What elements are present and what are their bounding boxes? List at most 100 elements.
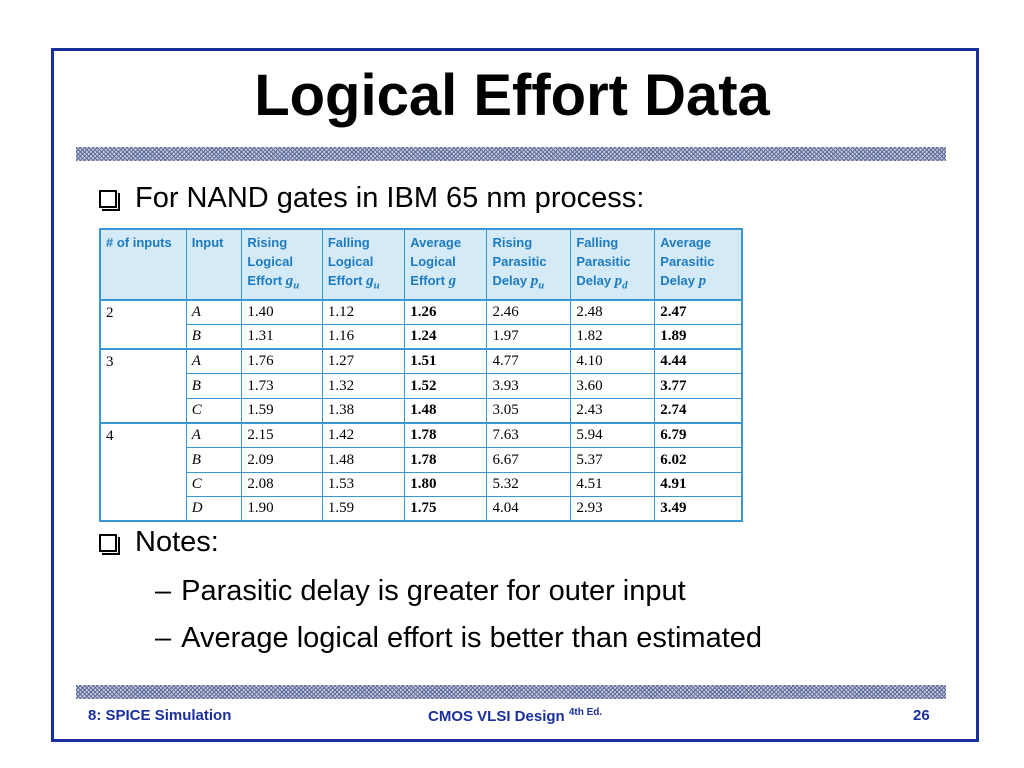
footer-course: CMOS VLSI Design 4th Ed. (428, 707, 602, 725)
table-row: C 2.08 1.53 1.80 5.32 4.51 4.91 (100, 472, 743, 497)
bullet-intro: For NAND gates in IBM 65 nm process: (99, 182, 644, 215)
value-cell: 2.93 (570, 496, 656, 522)
title-divider (76, 147, 946, 161)
value-cell: 1.12 (321, 298, 406, 325)
value-cell: 1.97 (486, 324, 572, 350)
table-row: 4 A 2.15 1.42 1.78 7.63 5.94 6.79 (99, 422, 743, 522)
column-header: Falling Parasitic Delay pd (570, 228, 656, 301)
column-header: Rising Logical Effort gu (241, 228, 323, 301)
value-cell: 1.32 (321, 373, 406, 399)
value-cell: 1.80 (404, 472, 488, 497)
value-cell: 3.49 (654, 496, 743, 522)
value-cell: 4.77 (486, 348, 572, 375)
footer-edition: 4th Ed. (568, 707, 603, 718)
column-header: # of inputs (99, 228, 187, 301)
inputs-count-cell: 2 (99, 298, 187, 350)
value-cell: 6.79 (654, 422, 743, 449)
slide-frame (51, 48, 979, 742)
logical-effort-table: # of inputs Input Rising Logical Effort gu Fa… (99, 228, 743, 523)
value-cell: 2.43 (570, 398, 656, 424)
value-cell: 4.91 (654, 472, 743, 497)
value-cell: 1.75 (404, 496, 488, 522)
bullet-intro-text: For NAND gates in IBM 65 nm process: (135, 182, 645, 214)
value-cell: 1.40 (241, 298, 323, 325)
inputs-count-cell: 3 (99, 348, 187, 424)
value-cell: 5.94 (570, 422, 656, 449)
value-cell: 2.74 (654, 398, 743, 424)
footer-divider (76, 685, 946, 699)
value-cell: 1.82 (570, 324, 656, 350)
input-name-cell: A (185, 348, 243, 375)
value-cell: 4.44 (654, 348, 743, 375)
value-cell: 1.76 (241, 348, 323, 375)
dash-icon: – (155, 575, 172, 607)
value-cell: 5.32 (486, 472, 572, 497)
value-cell: 3.05 (486, 398, 572, 424)
dash-icon: – (155, 622, 172, 654)
value-cell: 1.52 (404, 373, 488, 399)
column-header: Average Parasitic Delay p (654, 228, 743, 301)
table-row: 2 A 1.40 1.12 1.26 2.46 2.48 2.47 (99, 298, 743, 350)
value-cell: 6.02 (654, 447, 743, 473)
input-name-cell: D (185, 496, 243, 522)
value-cell: 1.89 (654, 324, 743, 350)
value-cell: 1.24 (404, 324, 488, 350)
inputs-count-cell: 4 (99, 422, 187, 522)
value-cell: 4.04 (486, 496, 572, 522)
value-cell: 1.27 (321, 348, 406, 375)
bullet-notes-text: Notes: (135, 526, 219, 558)
table-body: 2 A 1.40 1.12 1.26 2.46 2.48 2.47 B 1.31 1.16 1.24 1… (99, 298, 743, 522)
value-cell: 2.47 (654, 298, 743, 325)
value-cell: 1.48 (321, 447, 406, 473)
input-name-cell: C (185, 398, 243, 424)
slide-title: Logical Effort Data (254, 63, 770, 128)
input-name-cell: C (185, 472, 243, 497)
table-row: B 1.31 1.16 1.24 1.97 1.82 1.89 (100, 324, 743, 350)
table-row: B 2.09 1.48 1.78 6.67 5.37 6.02 (100, 447, 743, 473)
column-header: Input (185, 228, 243, 301)
checkbox-bullet-icon (99, 189, 120, 211)
value-cell: 2.46 (486, 298, 572, 325)
value-cell: 3.93 (486, 373, 572, 399)
value-cell: 2.08 (241, 472, 323, 497)
table-row: B 1.73 1.32 1.52 3.93 3.60 3.77 (100, 373, 743, 399)
footer-page-number: 26 (913, 707, 930, 724)
value-cell: 5.37 (570, 447, 656, 473)
value-cell: 1.59 (321, 496, 406, 522)
input-name-cell: B (185, 447, 243, 473)
value-cell: 2.15 (241, 422, 323, 449)
sub-bullet-1-text: Parasitic delay is greater for outer inp… (181, 575, 686, 607)
value-cell: 1.42 (321, 422, 406, 449)
value-cell: 1.59 (241, 398, 323, 424)
bullet-notes: Notes: (99, 526, 219, 559)
table-row: D 1.90 1.59 1.75 4.04 2.93 3.49 (100, 496, 743, 522)
value-cell: 2.48 (570, 298, 656, 325)
column-header: Average Logical Effort g (404, 228, 488, 301)
table-row: C 1.59 1.38 1.48 3.05 2.43 2.74 (100, 398, 743, 424)
value-cell: 1.90 (241, 496, 323, 522)
value-cell: 3.60 (570, 373, 656, 399)
table-row: 3 A 1.76 1.27 1.51 4.77 4.10 4.44 (99, 348, 743, 424)
value-cell: 1.53 (321, 472, 406, 497)
value-cell: 3.77 (654, 373, 743, 399)
input-name-cell: B (185, 324, 243, 350)
value-cell: 4.10 (570, 348, 656, 375)
value-cell: 1.31 (241, 324, 323, 350)
value-cell: 1.78 (404, 422, 488, 449)
input-name-cell: A (185, 422, 243, 449)
footer-course-title: CMOS VLSI Design (428, 708, 565, 725)
value-cell: 1.38 (321, 398, 406, 424)
value-cell: 6.67 (486, 447, 572, 473)
sub-bullet-2-text: Average logical effort is better than es… (181, 622, 763, 654)
value-cell: 1.48 (404, 398, 488, 424)
value-cell: 4.51 (570, 472, 656, 497)
value-cell: 1.16 (321, 324, 406, 350)
footer-chapter: 8: SPICE Simulation (88, 707, 232, 724)
sub-bullet-2: – Average logical effort is better than e… (155, 622, 762, 655)
value-cell: 7.63 (486, 422, 572, 449)
value-cell: 1.26 (404, 298, 488, 325)
input-name-cell: B (185, 373, 243, 399)
value-cell: 1.51 (404, 348, 488, 375)
column-header: Rising Parasitic Delay pu (486, 228, 572, 301)
column-header: Falling Logical Effort gu (321, 228, 406, 301)
